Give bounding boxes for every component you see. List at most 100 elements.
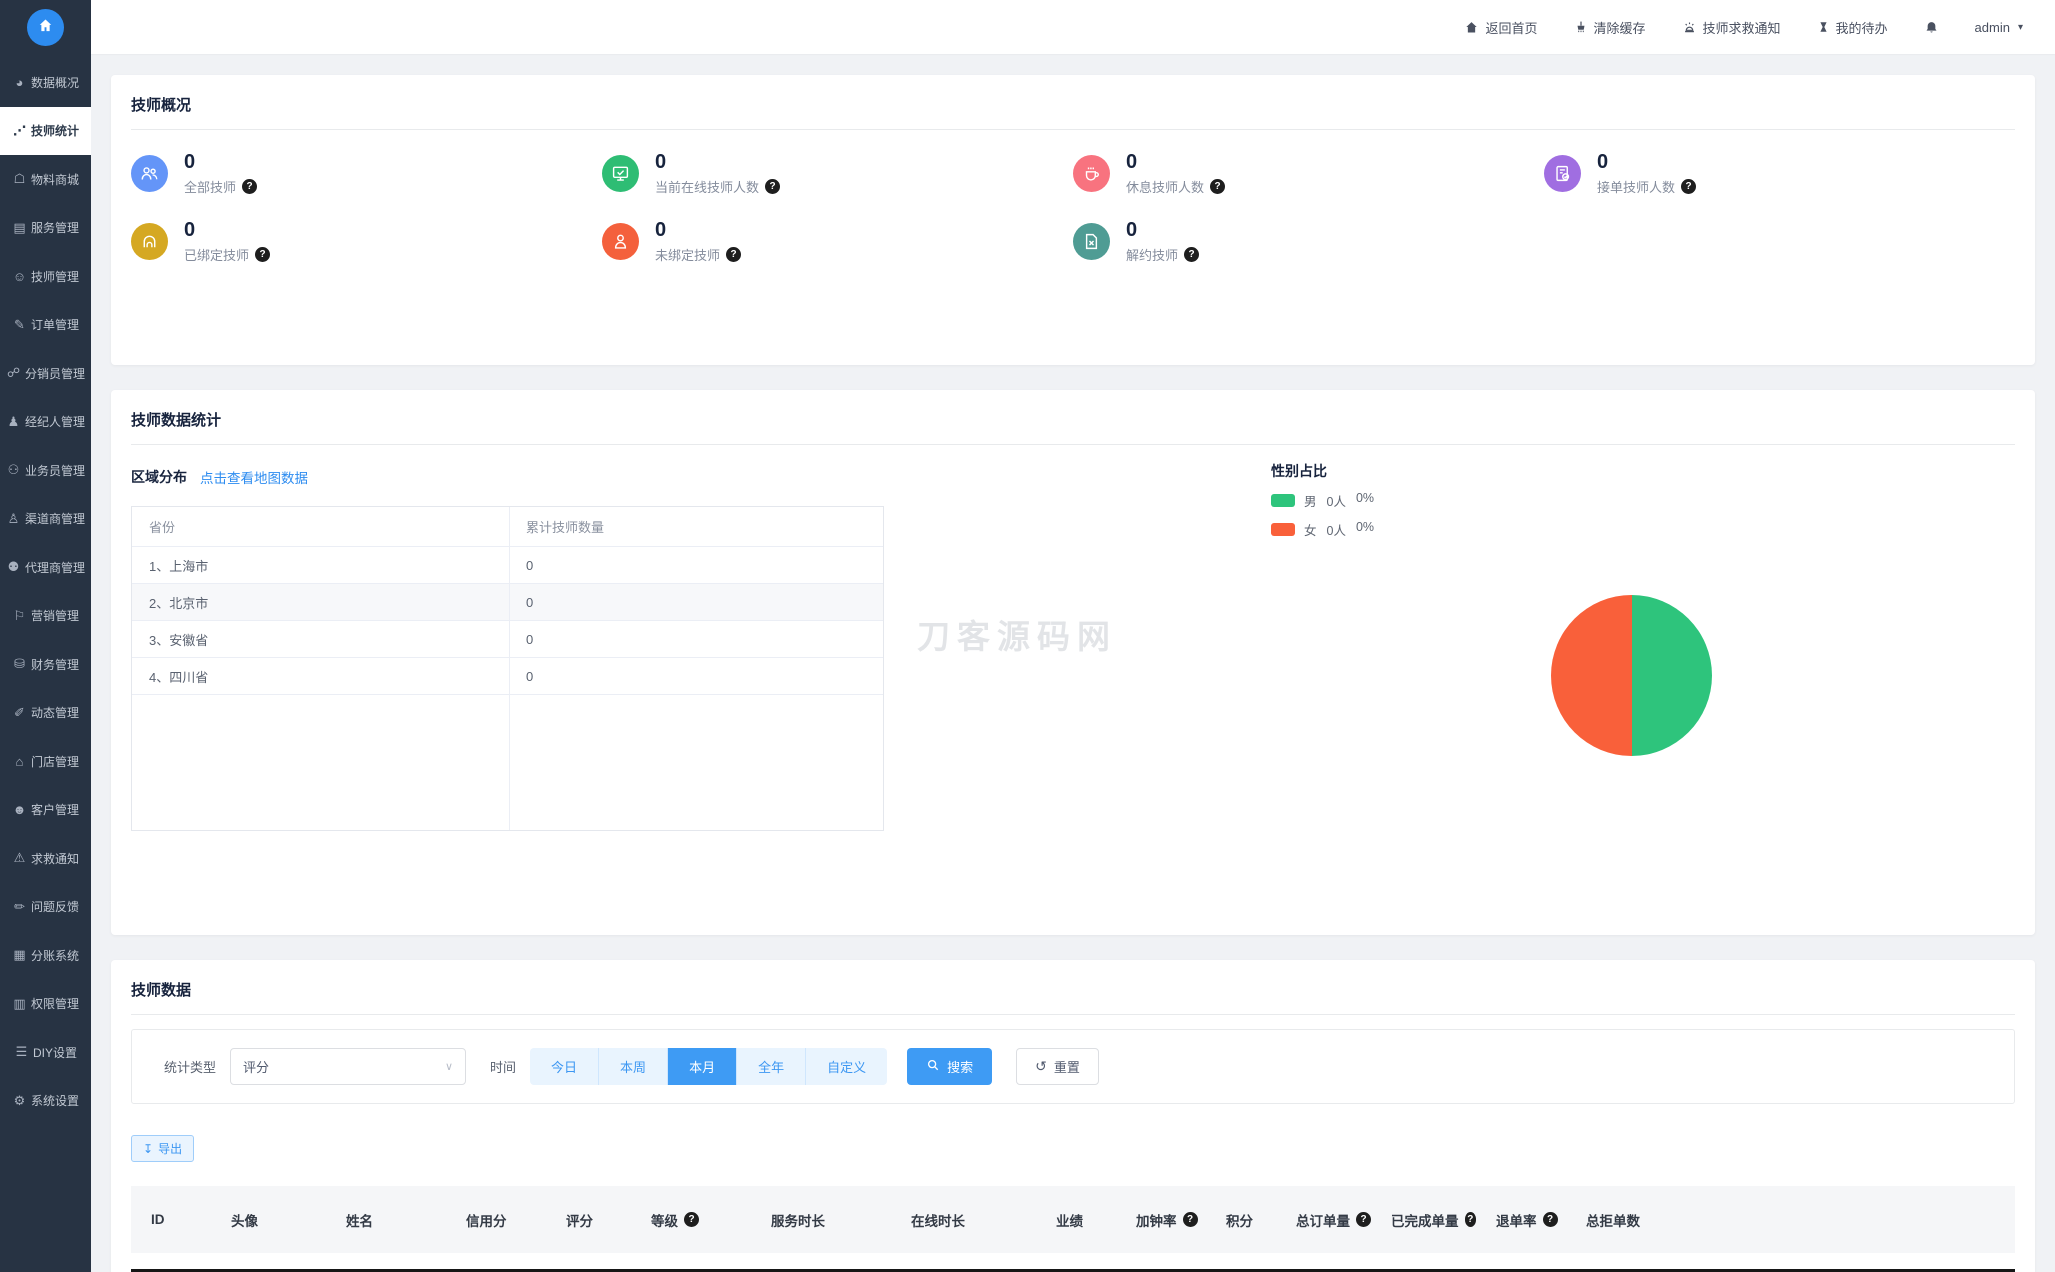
stat-bound-technicians: 0 已绑定技师? [131,219,602,264]
app-logo[interactable] [27,9,64,46]
question-mark-icon[interactable]: ? [255,247,271,262]
sidebar-item-technician-mgmt[interactable]: ☺ 技师管理 [12,268,79,284]
question-mark-icon[interactable]: ? [1210,179,1226,194]
statistics-body: 区域分布 点击查看地图数据 省份 累计技师数量 1、上海市 0 [131,445,2015,915]
siren-icon [1682,20,1697,35]
time-option-this-year[interactable]: 全年 [737,1048,807,1085]
sidebar-item-technician-stats[interactable]: ⋰ 技师统计 [0,106,91,155]
time-option-custom[interactable]: 自定义 [806,1048,888,1085]
stat-type-select[interactable]: 评分 ∨ [230,1048,467,1085]
gear-icon: ⚙ [13,1092,26,1108]
sidebar-item-customer-mgmt[interactable]: ☻ 客户管理 [12,802,79,818]
topbar: 返回首页 清除缓存 技师求救通知 我的待办 admin ▾ [91,0,2055,54]
sidebar-item-finance-mgmt[interactable]: ⛁ 财务管理 [0,640,91,689]
table-scroll-strip[interactable] [131,1269,2015,1272]
sidebar-item-feedback[interactable]: ✏ 问题反馈 [0,883,91,932]
sidebar-item-channel-mgmt[interactable]: ♙ 渠道商管理 [7,510,85,527]
sidebar-item-sos-notice[interactable]: ⚠ 求救通知 [13,850,79,866]
col-service-duration: 服务时长 [771,1213,825,1229]
question-mark-icon[interactable]: ? [242,179,258,194]
time-option-today[interactable]: 今日 [530,1048,600,1085]
coffee-icon [1073,155,1110,192]
export-button[interactable]: ↧ 导出 [131,1135,195,1162]
list-card-icon: ▤ [13,219,26,235]
col-name: 姓名 [346,1213,373,1229]
question-mark-icon[interactable]: ? [1464,1212,1476,1227]
my-todo-link[interactable]: 我的待办 [1817,18,1888,37]
pie-slice-female [1551,595,1632,756]
main-content: 技师概况 0 全部技师? 0 [91,54,2055,1272]
back-home-link[interactable]: 返回首页 [1464,18,1538,37]
permission-card-icon: ▥ [13,995,26,1011]
question-mark-icon[interactable]: ? [1182,1212,1198,1227]
legend-item-male[interactable]: 男 0人 0% [1271,491,1374,510]
document-x-icon [1073,223,1110,260]
col-level: 等级? [631,1210,751,1230]
clipboard-icon: ✎ [14,316,25,332]
table-row: 1、上海市 0 [132,547,883,584]
money-bag-icon: ⛁ [14,656,25,672]
technician-sos-link[interactable]: 技师求救通知 [1682,18,1781,37]
col-rejected-orders: 总拒单数 [1586,1213,1640,1229]
admin-menu[interactable]: admin ▾ [1975,20,2023,35]
sidebar-item-agent-mgmt[interactable]: ⚉ 代理商管理 [7,559,85,575]
sidebar-item-data-overview[interactable]: ◕ 数据概况 [0,58,91,107]
female-legend-swatch [1271,523,1295,536]
storefront-icon: ⌂ [15,753,24,769]
question-mark-icon[interactable]: ? [765,179,781,194]
stat-resting-technicians: 0 休息技师人数? [1073,151,1544,196]
person-icon [602,223,639,260]
question-mark-icon[interactable]: ? [1356,1212,1371,1227]
users-icon [131,155,168,192]
region-table: 省份 累计技师数量 1、上海市 0 2、北京市 0 3、安徽省 [131,506,884,831]
col-extension-rate: 加钟率? [1116,1210,1206,1230]
sidebar-item-system-settings[interactable]: ⚙ 系统设置 [13,1092,79,1109]
sidebar-item-salesman-mgmt[interactable]: ⚇ 业务员管理 [7,462,85,478]
time-option-this-week[interactable]: 本周 [599,1048,669,1085]
pie-chart-icon: ◕ [15,74,24,90]
col-credit-score: 信用分 [466,1213,507,1229]
bell-icon [1924,20,1939,35]
search-icon [926,1058,940,1075]
two-people-icon: ⚇ [7,462,20,478]
hourglass-icon [1817,20,1830,34]
sidebar-item-permission-mgmt[interactable]: ▥ 权限管理 [13,995,79,1012]
sidebar-item-feed-mgmt[interactable]: ✐ 动态管理 [0,689,91,738]
clear-cache-button[interactable]: 清除缓存 [1574,18,1646,37]
search-button[interactable]: 搜索 [907,1048,993,1085]
sidebar-item-material-mall[interactable]: ☖ 物料商城 [13,171,79,187]
sidebar-item-broker-mgmt[interactable]: ♟ 经纪人管理 [7,413,85,430]
home-logo-icon [37,17,54,39]
grid-chart-icon: ▦ [13,947,26,963]
notification-bell-button[interactable] [1924,20,1939,35]
sidebar-item-distributor-mgmt[interactable]: ☍ 分销员管理 [6,365,85,381]
line-chart-icon: ⋰ [12,122,26,138]
chevron-down-icon: ∨ [444,1061,454,1073]
sidebar-item-store-mgmt[interactable]: ⌂ 门店管理 [0,737,91,786]
table-row: 3、安徽省 0 [132,621,883,658]
reset-button[interactable]: ↺ 重置 [1016,1048,1099,1085]
sidebar-item-diy-settings[interactable]: ☰ DIY设置 [15,1044,77,1060]
question-mark-icon[interactable]: ? [684,1212,699,1227]
gender-ratio-block: 性别占比 男 0人 0% 女 0人 0% [1271,461,1374,539]
sidebar-item-marketing-mgmt[interactable]: ⚐ 营销管理 [13,607,79,624]
stat-type-value: 评分 [243,1060,270,1075]
legend-item-female[interactable]: 女 0人 0% [1271,520,1374,539]
gender-pie-chart [1551,595,1712,756]
sidebar-item-service-mgmt[interactable]: ▤ 服务管理 [13,219,79,236]
time-label: 时间 [490,1060,517,1075]
view-map-data-link[interactable]: 点击查看地图数据 [200,471,308,486]
bag-icon: ☖ [13,171,26,187]
col-points: 积分 [1226,1213,1253,1229]
question-mark-icon[interactable]: ? [1681,179,1697,194]
col-id: ID [151,1212,165,1227]
question-mark-icon[interactable]: ? [726,247,742,262]
question-mark-icon[interactable]: ? [1542,1212,1558,1227]
tech-table-header: ID 头像 姓名 信用分 评分 等级? 服务时长 在线时长 业绩 加钟率? 积分… [131,1186,2015,1253]
broker-icon: ♟ [7,413,20,429]
sidebar-item-order-mgmt[interactable]: ✎ 订单管理 [0,301,91,350]
sidebar-item-ledger-system[interactable]: ▦ 分账系统 [13,947,79,963]
time-option-this-month[interactable]: 本月 [668,1048,738,1085]
stat-unbound-technicians: 0 未绑定技师? [602,219,1073,264]
question-mark-icon[interactable]: ? [1184,247,1200,262]
